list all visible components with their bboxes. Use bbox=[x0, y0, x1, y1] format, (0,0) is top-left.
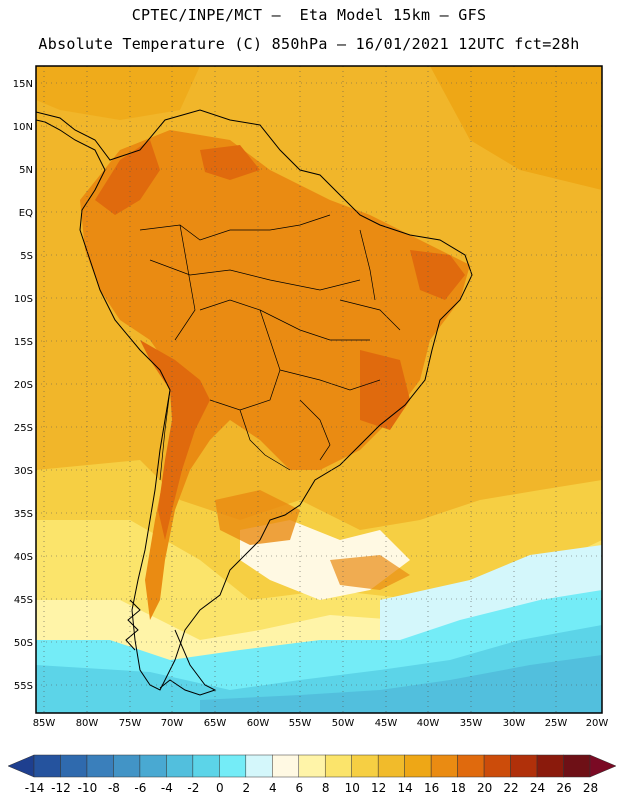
lat-label: 15S bbox=[14, 337, 33, 348]
lat-label: 15N bbox=[13, 79, 33, 90]
lon-label: 60W bbox=[247, 718, 270, 729]
colorbar-swatch bbox=[563, 754, 591, 778]
lat-label: 30S bbox=[14, 466, 33, 477]
colorbar-label: 12 bbox=[371, 781, 386, 795]
colorbar-label: -14 bbox=[25, 781, 45, 795]
map-frame bbox=[35, 65, 603, 714]
colorbar-label: 18 bbox=[450, 781, 465, 795]
lat-label: 25S bbox=[14, 423, 33, 434]
colorbar-swatch bbox=[298, 754, 326, 778]
colorbar-swatch bbox=[536, 754, 564, 778]
colorbar-label: -12 bbox=[51, 781, 71, 795]
colorbar-swatch bbox=[510, 754, 538, 778]
colorbar bbox=[7, 754, 617, 778]
colorbar-swatch bbox=[351, 754, 379, 778]
chart-title-line-2: Absolute Temperature (C) 850hPa – 16/01/… bbox=[38, 35, 580, 53]
colorbar-label: -2 bbox=[187, 781, 199, 795]
lon-label: 25W bbox=[545, 718, 568, 729]
colorbar-label: 20 bbox=[477, 781, 492, 795]
longitude-labels: 85W 80W 75W 70W 65W 60W 55W 50W 45W 40W … bbox=[33, 718, 609, 729]
colorbar-label: 28 bbox=[583, 781, 598, 795]
colorbar-swatch bbox=[457, 754, 485, 778]
colorbar-swatch bbox=[113, 754, 141, 778]
lon-label: 70W bbox=[161, 718, 184, 729]
country-borders bbox=[139, 214, 401, 481]
lat-label: 50S bbox=[14, 638, 33, 649]
colorbar-swatch bbox=[166, 754, 194, 778]
lon-label: 35W bbox=[460, 718, 483, 729]
colorbar-label: 8 bbox=[322, 781, 330, 795]
colorbar-swatch bbox=[430, 754, 458, 778]
colorbar-swatch bbox=[272, 754, 300, 778]
colorbar-swatch bbox=[245, 754, 273, 778]
colorbar-label: 10 bbox=[345, 781, 360, 795]
lon-label: 45W bbox=[375, 718, 398, 729]
lat-label: 5N bbox=[19, 165, 33, 176]
colorbar-swatch bbox=[33, 754, 61, 778]
colorbar-swatch bbox=[139, 754, 167, 778]
lon-label: 75W bbox=[119, 718, 142, 729]
colorbar-arrow-high bbox=[589, 754, 617, 778]
colorbar-swatch bbox=[324, 754, 352, 778]
colorbar-label: 6 bbox=[295, 781, 303, 795]
lat-label: 10S bbox=[14, 294, 33, 305]
chart-title-line-1: CPTEC/INPE/MCT – Eta Model 15km – GFS bbox=[131, 6, 487, 24]
lat-label: 55S bbox=[14, 681, 33, 692]
lon-label: 50W bbox=[332, 718, 355, 729]
lat-label: 35S bbox=[14, 509, 33, 520]
lat-label: EQ bbox=[19, 208, 33, 219]
colorbar-swatch bbox=[60, 754, 88, 778]
colorbar-label: 24 bbox=[530, 781, 545, 795]
colorbar-label: -6 bbox=[134, 781, 146, 795]
lat-label: 20S bbox=[14, 380, 33, 391]
lon-label: 30W bbox=[503, 718, 526, 729]
temperature-field bbox=[36, 66, 602, 713]
colorbar-label: 22 bbox=[503, 781, 518, 795]
colorbar-label: 14 bbox=[398, 781, 413, 795]
colorbar-swatch bbox=[404, 754, 432, 778]
lon-label: 65W bbox=[204, 718, 227, 729]
lon-label: 20W bbox=[586, 718, 609, 729]
lon-label: 80W bbox=[76, 718, 99, 729]
colorbar-label: 16 bbox=[424, 781, 439, 795]
colorbar-label: 4 bbox=[269, 781, 277, 795]
colorbar-swatch bbox=[219, 754, 247, 778]
lon-label: 55W bbox=[289, 718, 312, 729]
lat-label: 10N bbox=[13, 122, 33, 133]
colorbar-swatch bbox=[86, 754, 114, 778]
colorbar-label: -10 bbox=[78, 781, 98, 795]
colorbar-label: 26 bbox=[556, 781, 571, 795]
lon-label: 85W bbox=[33, 718, 56, 729]
lon-label: 40W bbox=[417, 718, 440, 729]
colorbar-label: -4 bbox=[161, 781, 173, 795]
lat-label: 45S bbox=[14, 595, 33, 606]
colorbar-swatch bbox=[377, 754, 405, 778]
lat-label: 5S bbox=[20, 251, 33, 262]
colorbar-label: 0 bbox=[216, 781, 224, 795]
latitude-labels: 15N 10N 5N EQ 5S 10S 15S 20S 25S 30S 35S… bbox=[13, 79, 33, 692]
colorbar-labels: -14 -12 -10 -8 -6 -4 -2 0 2 4 6 8 10 12 … bbox=[25, 781, 598, 795]
colorbar-arrow-low bbox=[7, 754, 35, 778]
lat-label: 40S bbox=[14, 552, 33, 563]
colorbar-swatch bbox=[483, 754, 511, 778]
coastline bbox=[36, 109, 473, 696]
colorbar-swatch bbox=[192, 754, 220, 778]
colorbar-label: 2 bbox=[242, 781, 250, 795]
colorbar-label: -8 bbox=[108, 781, 120, 795]
